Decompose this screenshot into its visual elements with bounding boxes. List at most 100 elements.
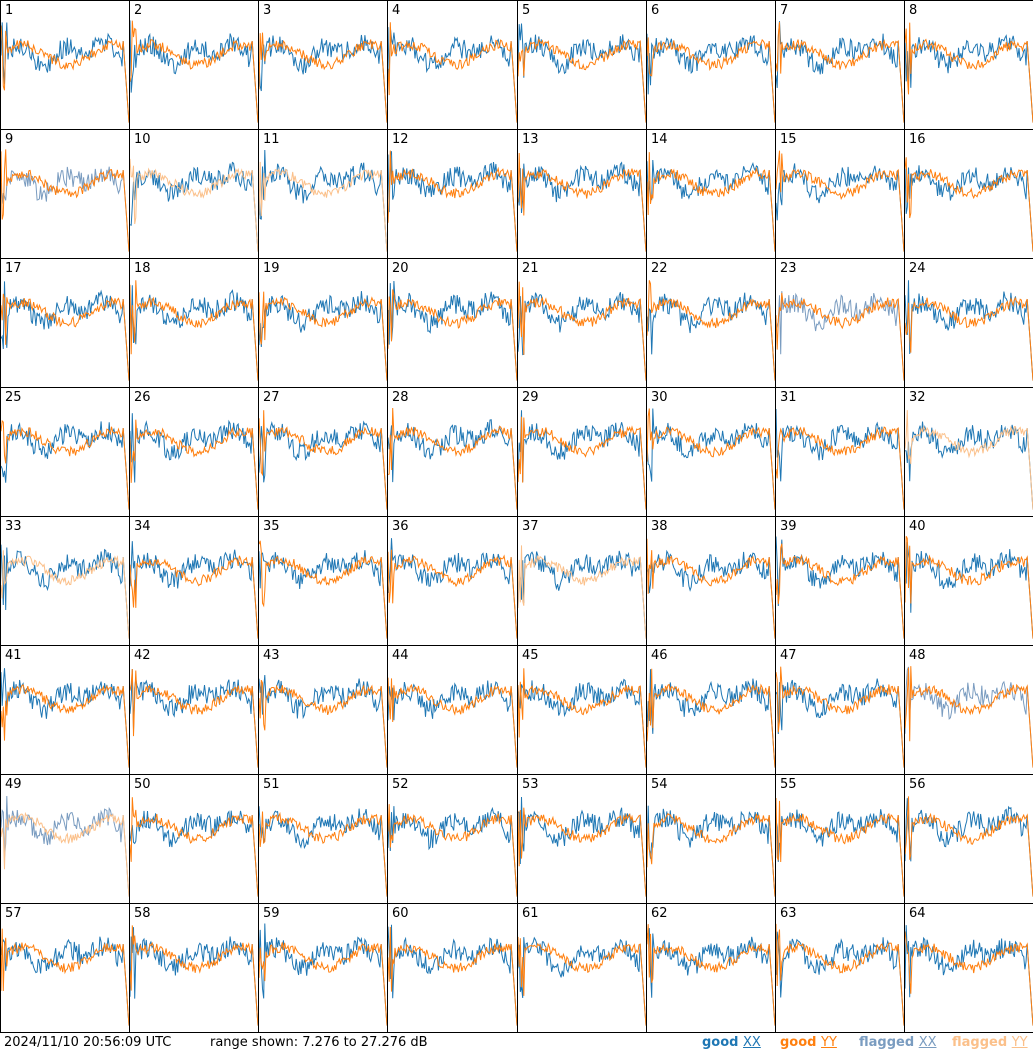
- antenna-panel-59: 59: [258, 903, 388, 1033]
- antenna-number-10: 10: [134, 132, 151, 147]
- spectrum-line-yy-45: [518, 668, 646, 768]
- antenna-panel-43: 43: [258, 645, 388, 775]
- spectrum-line-xx-29: [518, 410, 646, 510]
- antenna-spectrum-1: [1, 22, 129, 123]
- spectrum-line-yy-40: [905, 535, 1033, 639]
- spectrum-line-yy-42: [130, 668, 258, 768]
- antenna-panel-31: 31: [775, 387, 905, 517]
- antenna-panel-10: 10: [129, 129, 259, 259]
- spectrum-line-xx-41: [1, 668, 129, 768]
- antenna-spectrum-15: [776, 150, 904, 252]
- antenna-spectrum-16: [905, 157, 1033, 252]
- antenna-number-22: 22: [651, 261, 668, 276]
- antenna-spectrum-28: [388, 407, 517, 510]
- antenna-number-7: 7: [780, 3, 789, 18]
- antenna-spectrum-62: [647, 924, 775, 1026]
- spectrum-line-xx-51: [259, 806, 387, 897]
- antenna-number-59: 59: [263, 906, 280, 921]
- antenna-panel-13: 13: [517, 129, 647, 259]
- antenna-panel-21: 21: [517, 258, 647, 388]
- spectrum-line-xx-50: [130, 810, 258, 897]
- antenna-number-5: 5: [522, 3, 531, 18]
- antenna-spectrum-51: [259, 806, 387, 897]
- spectrum-line-yy-29: [518, 416, 646, 510]
- antenna-number-8: 8: [909, 3, 918, 18]
- spectrum-line-xx-62: [647, 928, 775, 1026]
- spectrum-line-yy-20: [388, 289, 517, 381]
- antenna-number-13: 13: [522, 132, 539, 147]
- antenna-number-64: 64: [909, 906, 926, 921]
- antenna-spectrum-42: [130, 668, 258, 768]
- antenna-spectrum-38: [647, 538, 775, 639]
- spectrum-line-xx-39: [776, 536, 904, 639]
- antenna-number-36: 36: [392, 519, 409, 534]
- spectrum-line-xx-8: [905, 34, 1033, 123]
- antenna-number-35: 35: [263, 519, 280, 534]
- footer-bar: 2024/11/10 20:56:09 UTC range shown: 7.2…: [0, 1032, 1033, 1053]
- antenna-spectrum-25: [1, 419, 129, 510]
- antenna-panel-7: 7: [775, 0, 905, 130]
- antenna-panel-28: 28: [387, 387, 518, 517]
- antenna-number-61: 61: [522, 906, 539, 921]
- antenna-panel-47: 47: [775, 645, 905, 775]
- antenna-number-46: 46: [651, 648, 668, 663]
- spectrum-line-xx-14: [647, 159, 775, 252]
- antenna-spectrum-36: [388, 538, 517, 639]
- antenna-spectrum-47: [776, 666, 904, 768]
- spectrum-line-xx-45: [518, 678, 646, 768]
- range-shown-text: range shown: 7.276 to 27.276 dB: [210, 1035, 428, 1050]
- legend-good-yy-pol: YY: [821, 1035, 837, 1050]
- antenna-spectrum-3: [259, 32, 387, 123]
- spectrum-line-yy-21: [518, 281, 646, 381]
- antenna-panel-22: 22: [646, 258, 776, 388]
- antenna-spectrum-43: [259, 674, 387, 768]
- antenna-panel-36: 36: [387, 516, 518, 646]
- antenna-spectrum-60: [388, 924, 517, 1026]
- antenna-panel-50: 50: [129, 774, 259, 904]
- antenna-panel-26: 26: [129, 387, 259, 517]
- antenna-panel-3: 3: [258, 0, 388, 130]
- antenna-spectrum-63: [776, 923, 904, 1026]
- antenna-panel-15: 15: [775, 129, 905, 259]
- spectrum-line-xx-21: [518, 292, 646, 381]
- spectrum-line-yy-37: [518, 545, 646, 639]
- spectrum-line-yy-4: [388, 22, 517, 123]
- antenna-spectrum-10: [130, 158, 258, 252]
- antenna-number-55: 55: [780, 777, 797, 792]
- antenna-number-18: 18: [134, 261, 151, 276]
- spectrum-line-xx-17: [1, 281, 129, 381]
- spectrum-line-xx-24: [905, 280, 1033, 381]
- spectrum-line-yy-18: [130, 280, 258, 381]
- antenna-panel-37: 37: [517, 516, 647, 646]
- spectrum-line-xx-32: [905, 421, 1033, 510]
- antenna-number-25: 25: [5, 390, 22, 405]
- legend-good-xx-pol: XX: [743, 1035, 761, 1050]
- antenna-panel-39: 39: [775, 516, 905, 646]
- spectrum-line-yy-6: [647, 37, 775, 123]
- antenna-number-14: 14: [651, 132, 668, 147]
- spectrum-line-yy-55: [776, 797, 904, 897]
- antenna-number-3: 3: [263, 3, 272, 18]
- spectrum-line-xx-37: [518, 550, 646, 639]
- antenna-number-40: 40: [909, 519, 926, 534]
- antenna-spectrum-9: [1, 149, 129, 252]
- spectrum-line-yy-51: [259, 811, 387, 897]
- spectrum-line-yy-35: [259, 540, 387, 639]
- antenna-spectrum-14: [647, 152, 775, 252]
- spectrum-line-yy-43: [259, 679, 387, 768]
- antenna-spectrum-52: [388, 804, 517, 897]
- spectrum-line-xx-2: [130, 20, 258, 123]
- spectrum-line-xx-46: [647, 669, 775, 768]
- spectrum-line-yy-56: [905, 796, 1033, 897]
- antenna-number-34: 34: [134, 519, 151, 534]
- timestamp: 2024/11/10 20:56:09 UTC: [4, 1035, 172, 1050]
- spectrum-line-xx-34: [130, 541, 258, 639]
- antenna-number-21: 21: [522, 261, 539, 276]
- antenna-panel-61: 61: [517, 903, 647, 1033]
- antenna-panel-14: 14: [646, 129, 776, 259]
- antenna-spectrum-41: [1, 668, 129, 768]
- spectrum-line-xx-49: [1, 795, 129, 897]
- spectrum-line-xx-33: [1, 544, 129, 639]
- spectrum-line-yy-12: [388, 150, 517, 252]
